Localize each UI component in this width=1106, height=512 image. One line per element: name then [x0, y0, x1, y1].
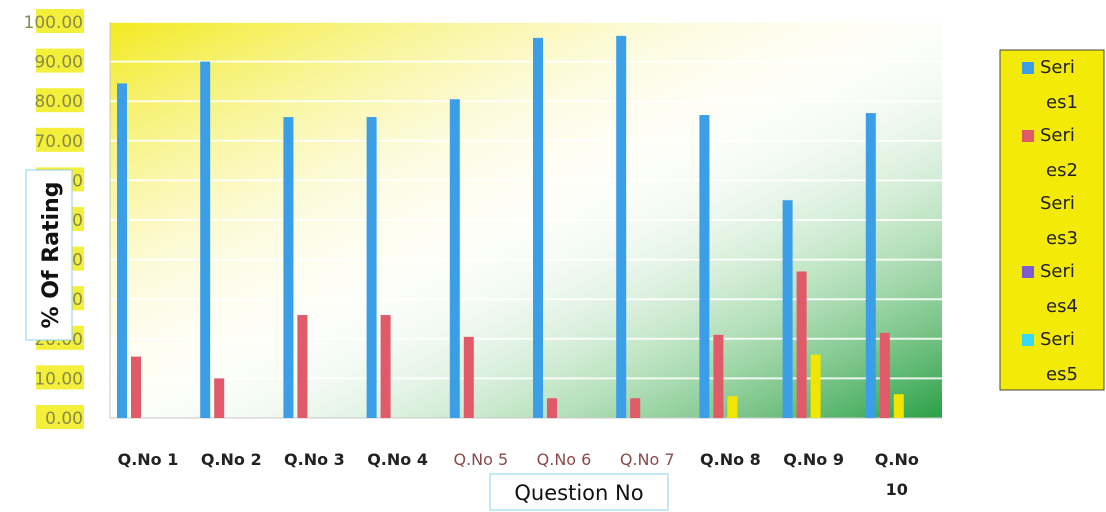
bar-series2-3 — [297, 315, 308, 418]
x-axis-title: Question No — [489, 473, 669, 511]
bar-series1-8 — [699, 115, 710, 418]
y-tick-label: 100.00 — [24, 13, 83, 33]
x-tick-label: Q.No 5 — [453, 450, 508, 469]
legend-label-cont: es5 — [1046, 364, 1078, 385]
bar-series1-10 — [865, 113, 876, 418]
x-tick-label: Q.No 3 — [284, 450, 345, 469]
x-tick-label: Q.No 6 — [537, 450, 592, 469]
bar-series2-1 — [131, 356, 141, 418]
bar-series — [117, 35, 904, 419]
bar-series5-8 — [727, 396, 738, 418]
legend-label: Seri — [1040, 329, 1075, 350]
bar-series1-4 — [366, 117, 377, 418]
bar-series2-2 — [214, 378, 225, 418]
legend-label: Seri — [1040, 193, 1075, 214]
x-tick-label: Q.No 2 — [201, 450, 262, 469]
bar-series1-3 — [283, 117, 294, 418]
y-tick-label: 80.00 — [34, 92, 83, 112]
legend-label: Seri — [1040, 57, 1075, 78]
y-tick-label: 90.00 — [34, 53, 83, 73]
legend-swatch — [1022, 130, 1034, 142]
bar-series1-7 — [616, 35, 627, 419]
bar-series2-7 — [630, 398, 641, 418]
y-tick-highlight — [36, 88, 84, 113]
y-tick-highlight — [36, 48, 84, 73]
bar-series5-9 — [810, 354, 821, 418]
legend-swatch — [1022, 62, 1034, 74]
bar-series1-1 — [117, 83, 127, 418]
legend-label-cont: es2 — [1046, 160, 1078, 181]
y-axis-title: % Of Rating — [25, 169, 73, 341]
bar-series1-6 — [533, 37, 543, 419]
x-tick-label: Q.No 1 — [118, 450, 179, 469]
bar-series2-10 — [879, 332, 890, 418]
y-tick-highlight — [36, 365, 84, 390]
x-tick-label: Q.No 10 — [875, 450, 919, 499]
bar-series2-5 — [463, 336, 474, 418]
x-tick-label: Q.No 7 — [620, 450, 675, 469]
legend-label: Seri — [1040, 125, 1075, 146]
legend-label-cont: es4 — [1046, 296, 1078, 317]
x-axis-title-text: Question No — [514, 481, 643, 505]
bar-series5-10 — [893, 394, 904, 418]
legend-swatch — [1022, 266, 1034, 278]
gridlines — [110, 21, 942, 380]
legend: Seri es1 Seri es2 Seri es3 Seri es4 Seri es5 — [999, 49, 1105, 391]
y-tick-label: 10.00 — [34, 369, 83, 389]
bar-series2-4 — [380, 315, 391, 418]
y-tick-label: 70.00 — [34, 132, 83, 152]
legend-box — [999, 49, 1105, 391]
bar-series2-9 — [796, 271, 807, 418]
y-axis-title-text: % Of Rating — [39, 182, 64, 329]
legend-swatch — [1022, 334, 1034, 346]
bar-series2-6 — [547, 398, 557, 418]
y-tick-label: 0.00 — [45, 409, 83, 429]
legend-label-cont: es1 — [1046, 92, 1078, 113]
x-tick-label: Q.No 8 — [700, 450, 761, 469]
x-tick-label: Q.No 4 — [367, 450, 428, 469]
y-tick-highlight — [36, 127, 84, 152]
category-labels: Q.No 1 Q.No 2 Q.No 3 Q.No 4 Q.No 5 Q.No 6 Q.No… — [118, 450, 919, 499]
y-tick-highlight — [36, 405, 84, 429]
bar-series2-8 — [713, 334, 724, 418]
x-tick-label: Q.No 9 — [783, 450, 844, 469]
y-tick-highlight — [36, 9, 84, 33]
legend-label-cont: es3 — [1046, 228, 1078, 249]
bar-series1-5 — [449, 99, 460, 418]
bar-series1-9 — [782, 200, 793, 418]
legend-label: Seri — [1040, 261, 1075, 282]
bar-series1-2 — [200, 61, 211, 418]
